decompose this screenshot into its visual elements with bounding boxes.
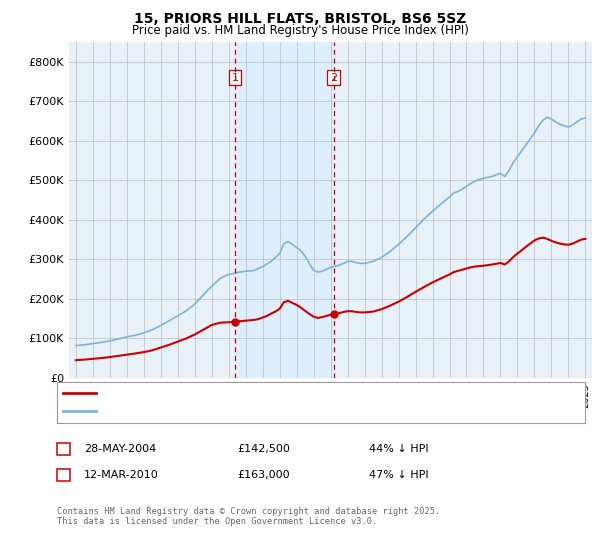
Text: 15, PRIORS HILL FLATS, BRISTOL, BS6 5SZ: 15, PRIORS HILL FLATS, BRISTOL, BS6 5SZ <box>134 12 466 26</box>
Text: £142,500: £142,500 <box>237 444 290 454</box>
Text: 15, PRIORS HILL FLATS, BRISTOL, BS6 5SZ (detached house): 15, PRIORS HILL FLATS, BRISTOL, BS6 5SZ … <box>102 389 416 398</box>
Text: HPI: Average price, detached house, City of Bristol: HPI: Average price, detached house, City… <box>102 407 365 416</box>
Text: 44% ↓ HPI: 44% ↓ HPI <box>369 444 428 454</box>
Text: 28-MAY-2004: 28-MAY-2004 <box>84 444 156 454</box>
Bar <box>235 42 334 378</box>
Text: Contains HM Land Registry data © Crown copyright and database right 2025.
This d: Contains HM Land Registry data © Crown c… <box>57 507 440 526</box>
Text: 1: 1 <box>232 73 239 82</box>
Text: 2: 2 <box>330 73 337 82</box>
Text: 2: 2 <box>60 470 67 480</box>
Text: 47% ↓ HPI: 47% ↓ HPI <box>369 470 428 480</box>
Text: Price paid vs. HM Land Registry's House Price Index (HPI): Price paid vs. HM Land Registry's House … <box>131 24 469 37</box>
Text: 1: 1 <box>60 444 67 454</box>
Text: 12-MAR-2010: 12-MAR-2010 <box>84 470 159 480</box>
Text: £163,000: £163,000 <box>237 470 290 480</box>
